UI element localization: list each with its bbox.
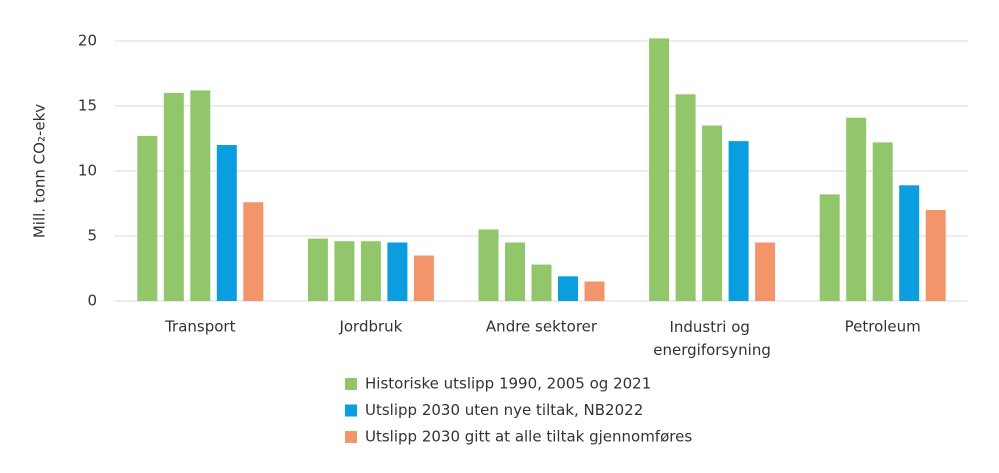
bar [505, 242, 525, 301]
bar [334, 241, 355, 301]
y-tick-label: 15 [78, 97, 97, 115]
bar [675, 94, 696, 301]
bar [925, 210, 946, 301]
legend-swatch [345, 378, 357, 390]
x-tick-label: Petroleum [845, 318, 921, 336]
bar [243, 202, 264, 301]
bar [558, 276, 578, 301]
bar [702, 125, 723, 301]
x-tick-label: Jordbruk [338, 318, 402, 336]
bar [846, 117, 867, 301]
legend-label: Utslipp 2030 gitt at alle tiltak gjennom… [365, 428, 692, 446]
x-tick-label: Industri og energiforsyning [653, 318, 771, 359]
legend-label: Utslipp 2030 uten nye tiltak, NB2022 [365, 401, 643, 419]
bar [899, 185, 920, 301]
bar [755, 242, 776, 301]
y-tick-label: 20 [78, 32, 97, 50]
bar [478, 229, 499, 301]
legend-swatch [345, 404, 357, 417]
bar [216, 145, 237, 301]
y-tick-label: 0 [87, 292, 97, 310]
y-tick-label: 5 [87, 227, 97, 245]
legend-label: Historiske utslipp 1990, 2005 og 2021 [365, 375, 651, 393]
legend-swatch [345, 431, 357, 443]
bar [190, 90, 211, 302]
bar [387, 242, 408, 301]
bar [531, 264, 552, 301]
bar [819, 194, 840, 301]
bar [584, 281, 605, 301]
bar [413, 255, 434, 301]
y-tick-label: 10 [78, 162, 97, 180]
bar [872, 142, 893, 301]
bar [360, 241, 381, 301]
bar [307, 238, 328, 301]
bar [649, 38, 670, 302]
x-tick-label: Andre sektorer [486, 318, 598, 336]
bar [163, 93, 184, 301]
x-tick-label: Transport [164, 318, 236, 336]
bar [728, 141, 749, 301]
bar [137, 135, 158, 301]
y-axis-label: Mill. tonn CO₂-ekv [31, 104, 49, 238]
